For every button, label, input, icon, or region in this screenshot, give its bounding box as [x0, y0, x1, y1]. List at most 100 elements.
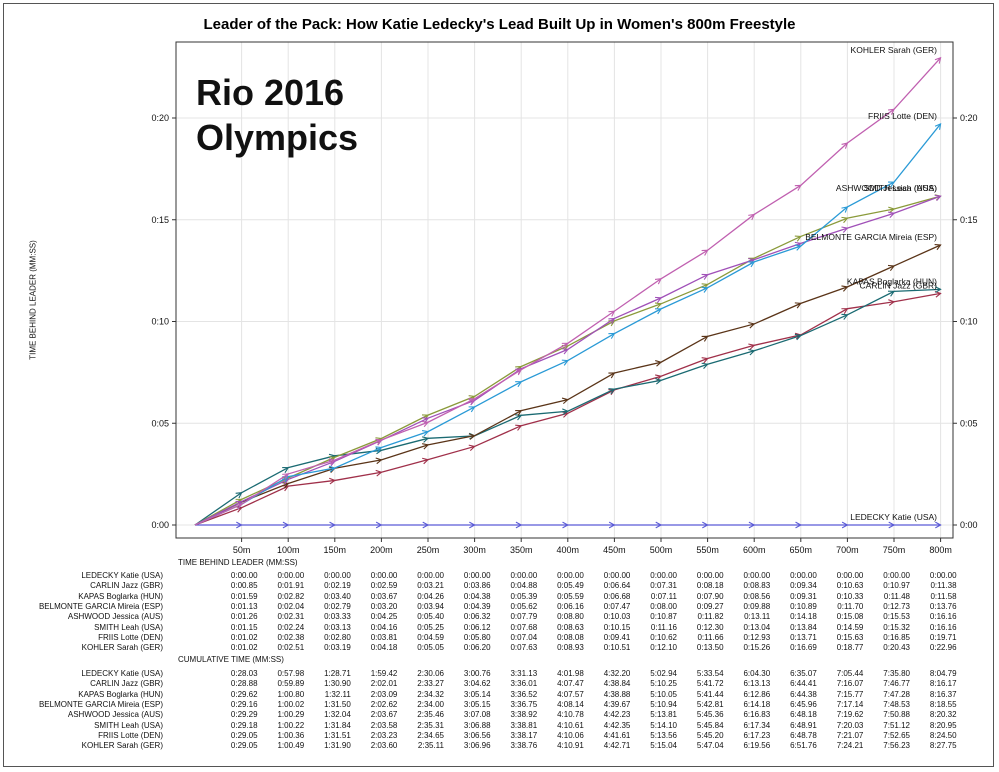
table-cell: 0:03.86: [463, 581, 491, 591]
table-row: KAPAS Boglarka (HUN) 0:29.62 1:00.80 1:32.1…: [0, 690, 999, 700]
series-end-label: ASHWOOD Jessica (AUS): [836, 183, 937, 193]
table-cell: 3:36.75: [510, 699, 538, 709]
x-tick-label: 250m: [417, 545, 440, 555]
table-row: LEDECKY Katie (USA) 0:28.03 0:57.98 1:28.71…: [0, 669, 999, 679]
table-cell: 0:06.20: [463, 643, 491, 653]
data-point-arrow: [515, 410, 523, 416]
table-cell: 0:03.94: [417, 601, 444, 611]
table-cell: 6:19.56: [743, 741, 771, 751]
table-cell: 6:48.78: [790, 730, 817, 740]
y-tick-label: 0:10: [151, 317, 169, 327]
data-point-arrow: [329, 521, 336, 529]
data-point-arrow: [328, 458, 336, 465]
table-cell: 7:05.44: [836, 669, 864, 678]
x-tick-label: 350m: [510, 545, 533, 555]
data-point-arrow: [562, 408, 569, 416]
data-point-arrow: [515, 414, 523, 421]
data-point-arrow: [282, 521, 290, 529]
row-label: SMITH Leah (USA): [94, 720, 163, 730]
table-cell: 0:10.97: [883, 581, 910, 591]
table-cell: 0:04.39: [463, 601, 491, 611]
table-cell: 1:00.80: [277, 689, 305, 699]
data-point-arrow: [608, 388, 616, 395]
table-cell: 0:04.16: [370, 622, 398, 632]
table-cell: 8:16.17: [929, 679, 957, 689]
table-cell: 0:11.16: [650, 622, 677, 632]
table-cell: 0:28.03: [230, 669, 258, 678]
data-point-arrow: [748, 521, 756, 529]
table-cell: 0:12.73: [883, 601, 910, 611]
table-cell: 4:41.61: [603, 730, 631, 740]
table-cell: 0:03.19: [324, 643, 351, 653]
table-cell: 0:07.63: [510, 643, 538, 653]
table-cell: 0:00.00: [929, 571, 957, 580]
x-tick-label: 700m: [836, 545, 859, 555]
table-cell: 0:11.48: [883, 591, 910, 601]
table-cell: 0:01.91: [277, 581, 305, 591]
data-point-arrow: [515, 381, 523, 388]
data-point-arrow: [468, 444, 476, 452]
y-tick-label: 0:00: [151, 520, 169, 530]
table-cell: 5:45.36: [696, 710, 724, 720]
table-cell: 2:30.06: [417, 669, 444, 678]
table-cell: 0:29.29: [230, 710, 258, 720]
table-row: KOHLER Sarah (GER) 0:29.05 1:00.49 1:31.90 2…: [0, 741, 999, 751]
data-point-arrow: [887, 264, 896, 272]
table-cell: 0:02.79: [324, 601, 351, 611]
data-point-arrow: [794, 235, 802, 242]
table-cell: 3:06.96: [463, 741, 491, 751]
table-cell: 0:13.71: [790, 632, 817, 642]
data-point-arrow: [282, 482, 290, 489]
table-cell: 0:03.81: [370, 632, 398, 642]
table-cell: 0:00.00: [743, 571, 771, 580]
x-tick-label: 200m: [370, 545, 393, 555]
data-point-arrow: [794, 302, 802, 309]
table-cell: 0:05.39: [510, 591, 538, 601]
data-point-arrow: [561, 348, 569, 355]
data-point-arrow: [701, 286, 709, 293]
table-cell: 0:07.11: [650, 591, 677, 601]
table-row: SMITH Leah (USA) 0:01.15 0:02.24 0:03.13 0:0…: [0, 623, 999, 633]
table-cell: 0:02.82: [277, 591, 305, 601]
table-cell: 0:02.59: [370, 581, 398, 591]
table-cell: 0:11.58: [930, 591, 957, 601]
data-point-arrow: [235, 503, 243, 510]
table-cell: 0:29.16: [230, 699, 258, 709]
table-cell: 3:38.17: [510, 730, 538, 740]
table-cell: 0:03.67: [370, 591, 398, 601]
table-cell: 4:39.67: [603, 699, 631, 709]
table-cell: 0:29.05: [230, 730, 258, 740]
table-cell: 0:04.38: [463, 591, 491, 601]
data-point-arrow: [748, 321, 756, 329]
table-cell: 0:13.11: [744, 612, 771, 622]
data-point-arrow: [236, 521, 243, 529]
table-cell: 0:01.59: [230, 591, 258, 601]
table-cell: 1:31.50: [324, 699, 351, 709]
table-cell: 3:05.14: [463, 689, 491, 699]
table-cell: 0:10.15: [603, 622, 631, 632]
series-end-label: KOHLER Sarah (GER): [851, 45, 938, 55]
data-point-arrow: [328, 465, 336, 473]
data-point-arrow: [421, 420, 430, 428]
row-label: KAPAS Boglarka (HUN): [78, 591, 163, 601]
table-cell: 0:08.56: [743, 591, 771, 601]
data-point-arrow: [887, 108, 895, 115]
table-cell: 0:02.51: [277, 643, 305, 653]
table-cell: 4:32.20: [603, 669, 631, 678]
table-cell: 0:10.03: [603, 612, 631, 622]
table-cell: 0:00.00: [650, 571, 677, 580]
table-cell: 2:03.58: [370, 720, 398, 730]
data-point-arrow: [841, 308, 849, 315]
table-cell: 0:11.70: [837, 601, 864, 611]
table-cell: 6:16.83: [743, 710, 771, 720]
table-cell: 5:10.05: [650, 689, 677, 699]
table-cell: 0:03.13: [324, 622, 351, 632]
table-cell: 0:08.80: [557, 612, 584, 622]
table-cell: 0:00.00: [324, 571, 351, 580]
data-point-arrow: [375, 446, 383, 453]
table-cell: 8:04.79: [929, 669, 957, 678]
data-point-arrow: [934, 56, 942, 64]
table-cell: 0:00.00: [603, 571, 631, 580]
behind-table-title: TIME BEHIND LEADER (MM:SS): [178, 558, 298, 567]
table-row: LEDECKY Katie (USA) 0:00.00 0:00.00 0:00.00…: [0, 571, 999, 581]
